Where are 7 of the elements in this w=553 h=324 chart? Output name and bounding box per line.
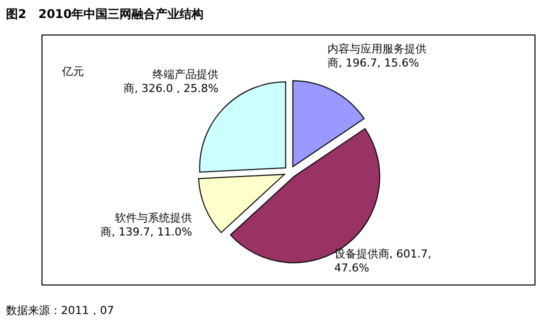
slice-label: 设备提供商, 601.7, 47.6% [334,248,432,275]
slice-label: 内容与应用服务提供商, 196.7, 15.6% [328,42,427,70]
chart-title: 图2 2010年中国三网融合产业结构 [6,7,204,21]
text: 亿元 [61,65,84,78]
slice-label: 软件与系统提供商, 139.7, 11.0% [100,212,192,239]
source-note: 数据来源：2011，07 [6,304,114,317]
slice-label: 终端产品提供商, 326.0 , 25.8% [124,68,218,96]
